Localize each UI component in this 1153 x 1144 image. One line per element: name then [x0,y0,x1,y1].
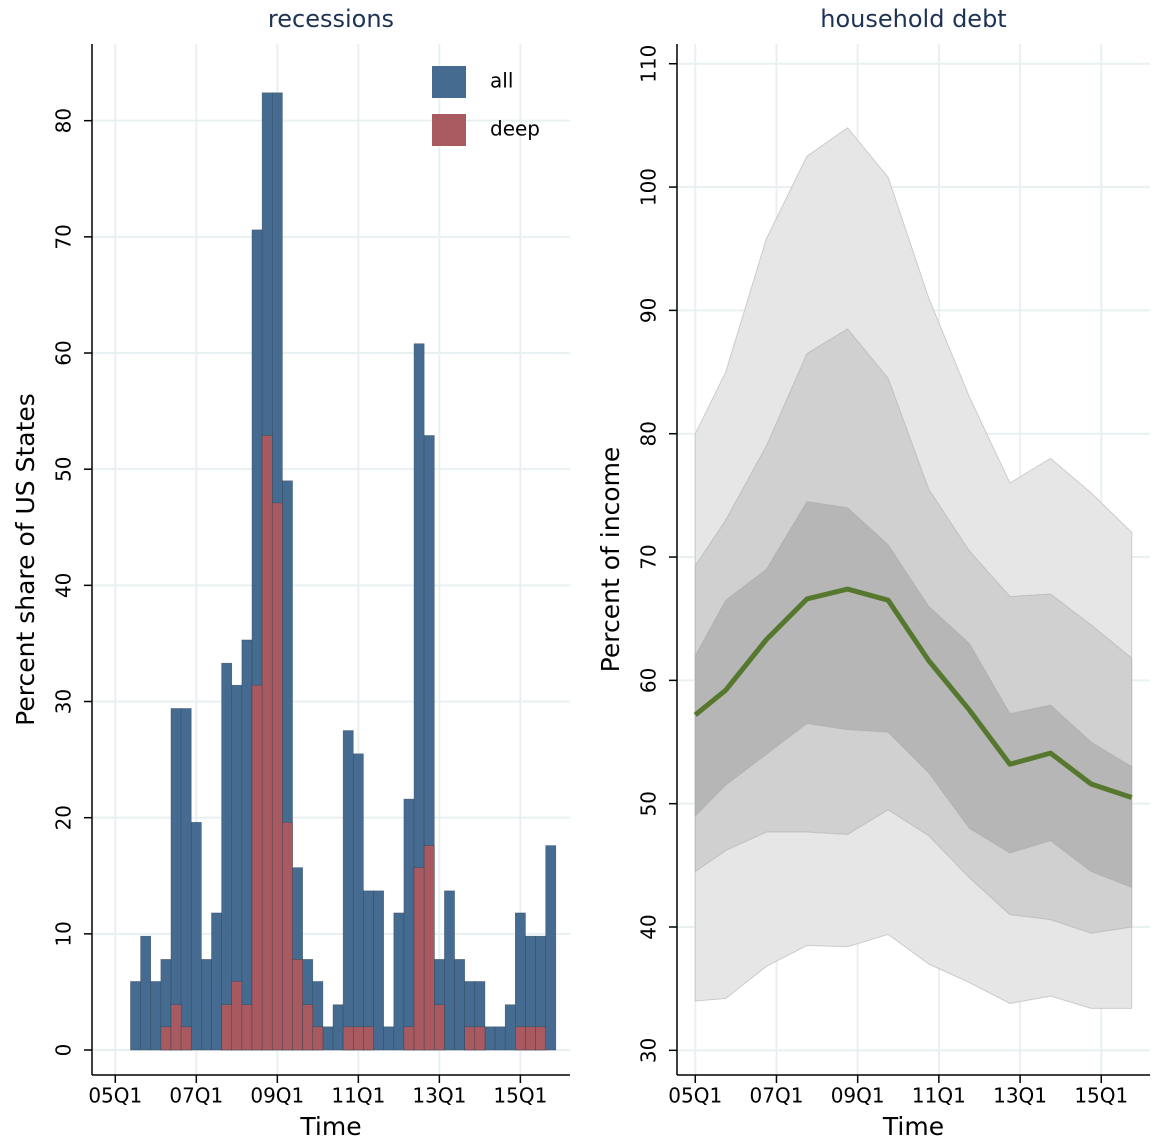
bar [180,1026,192,1051]
bar [342,1026,354,1051]
y-tick-label: 30 [52,689,76,714]
bar [312,1026,324,1051]
y-tick-label: 100 [637,168,661,206]
bar [352,753,364,1051]
bar [393,912,405,1051]
bar [454,959,465,1051]
bar [535,1026,546,1051]
bar [342,730,354,1051]
x-axis-label: Time [882,1112,944,1141]
y-tick-label: 60 [637,668,661,693]
legend-label: deep [490,117,540,141]
y-tick-label: 30 [637,1038,661,1063]
x-tick-label: 07Q1 [169,1084,223,1108]
bar [322,1026,334,1051]
bar [292,959,303,1051]
y-axis-label: Percent of income [596,447,625,673]
x-tick-label: 13Q1 [993,1084,1047,1108]
legend-label: all [490,69,513,93]
bar [413,867,425,1051]
y-tick-label: 110 [637,45,661,83]
y-axis-label: Percent share of US States [11,393,40,726]
legend-swatch [432,114,466,146]
bar [201,959,212,1051]
chart-title: recessions [268,5,394,33]
y-tick-label: 40 [637,914,661,939]
bar [525,1026,536,1051]
bar [373,890,384,1051]
bar [261,435,273,1051]
bar [190,822,202,1051]
line [693,586,1133,800]
bar [302,1004,314,1051]
bar [282,822,293,1051]
bar [211,912,222,1051]
y-tick-label: 10 [52,921,76,946]
legend-swatch [432,66,466,98]
y-tick-label: 90 [637,298,661,323]
y-tick-label: 40 [52,573,76,598]
x-tick-label: 05Q1 [668,1084,722,1108]
bar [231,981,243,1051]
bar [403,1026,415,1051]
bar [180,708,192,1051]
x-axis-label: Time [299,1112,361,1141]
x-tick-label: 05Q1 [88,1084,142,1108]
bar [403,798,415,1051]
y-tick-label: 50 [52,456,76,481]
bar [170,1004,182,1051]
bar [221,662,233,1051]
bar [241,639,253,1051]
y-tick-label: 70 [637,544,661,569]
bar [363,1026,374,1051]
bar [433,1004,445,1051]
x-tick-label: 15Q1 [493,1084,547,1108]
y-tick-label: 20 [52,805,76,830]
bar [241,1004,253,1051]
bar [484,1026,496,1051]
bar [383,1026,395,1051]
x-tick-label: 15Q1 [1074,1084,1128,1108]
bar [352,1026,364,1051]
bar [545,845,557,1051]
y-tick-label: 50 [637,791,661,816]
y-tick-label: 70 [52,224,76,249]
bar [271,502,283,1051]
bar [444,890,455,1051]
bar [170,708,182,1051]
x-tick-label: 11Q1 [912,1084,966,1108]
bar [140,935,152,1051]
y-tick-label: 80 [52,108,76,133]
bar [515,1026,526,1051]
x-tick-label: 13Q1 [412,1084,466,1108]
x-tick-label: 09Q1 [250,1084,304,1108]
x-tick-label: 11Q1 [331,1084,385,1108]
bar [474,1026,486,1051]
x-tick-label: 07Q1 [750,1084,804,1108]
bar [130,981,141,1051]
x-tick-label: 09Q1 [831,1084,885,1108]
chart-title: household debt [820,5,1006,33]
y-tick-label: 0 [52,1044,76,1057]
bar [363,890,374,1051]
bar [251,684,263,1051]
bar [160,1026,172,1051]
bar [494,1026,506,1051]
bar [504,1004,516,1051]
y-tick-label: 80 [637,421,661,446]
bar [464,1026,476,1051]
bar [221,1004,233,1051]
bar [423,845,435,1051]
y-tick-label: 60 [52,340,76,365]
bar [150,981,162,1051]
bar [332,1004,344,1051]
